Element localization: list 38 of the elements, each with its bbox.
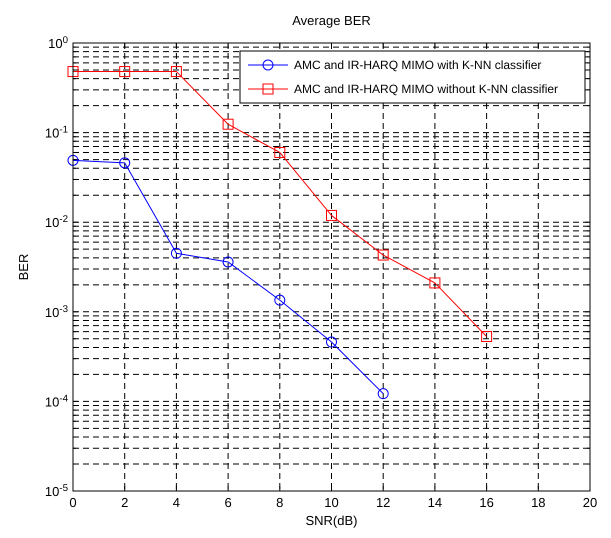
y-axis-title: BER xyxy=(16,254,31,280)
legend-label: AMC and IR-HARQ MIMO with K-NN classifier xyxy=(294,58,542,72)
x-tick-label: 8 xyxy=(276,495,284,510)
y-tick-label: 10$^{-1}$ xyxy=(44,124,68,141)
point xyxy=(170,248,182,259)
point xyxy=(119,66,130,78)
x-tick-label: 10 xyxy=(324,495,339,510)
y-tick-label: 10$^{-3}$ xyxy=(44,303,68,320)
x-tick-label: 16 xyxy=(479,495,494,510)
x-axis-title: SNR(dB) xyxy=(305,513,358,528)
point xyxy=(326,336,337,348)
x-tick-label: 0 xyxy=(69,495,77,510)
point xyxy=(222,118,234,130)
x-tick-label: 18 xyxy=(531,495,546,510)
x-tick-label: 4 xyxy=(172,495,180,510)
y-tick-label: 10$^{0}$ xyxy=(48,34,69,51)
y-tick-label: 10$^{-2}$ xyxy=(44,214,68,230)
point xyxy=(274,146,286,158)
x-tick-label: 12 xyxy=(376,495,390,510)
point xyxy=(274,294,286,306)
point xyxy=(481,331,492,342)
point xyxy=(378,388,389,400)
point xyxy=(326,210,337,221)
point xyxy=(429,277,440,288)
legend-label: AMC and IR-HARQ MIMO without K-NN classifier xyxy=(294,82,558,96)
point xyxy=(68,154,78,166)
y-tick-label: 10$^{-5}$ xyxy=(44,482,69,499)
x-tick-label: 14 xyxy=(428,495,442,510)
x-tick-label: 20 xyxy=(582,495,598,510)
y-tick-label: 10$^{-4}$ xyxy=(44,392,69,410)
chart-title: Average BER xyxy=(292,13,371,28)
point xyxy=(119,157,130,168)
x-tick-label: 2 xyxy=(121,495,128,510)
point xyxy=(222,256,234,268)
x-tick-label: 6 xyxy=(224,495,232,510)
point xyxy=(378,250,389,261)
point xyxy=(170,66,182,78)
point xyxy=(68,66,78,78)
